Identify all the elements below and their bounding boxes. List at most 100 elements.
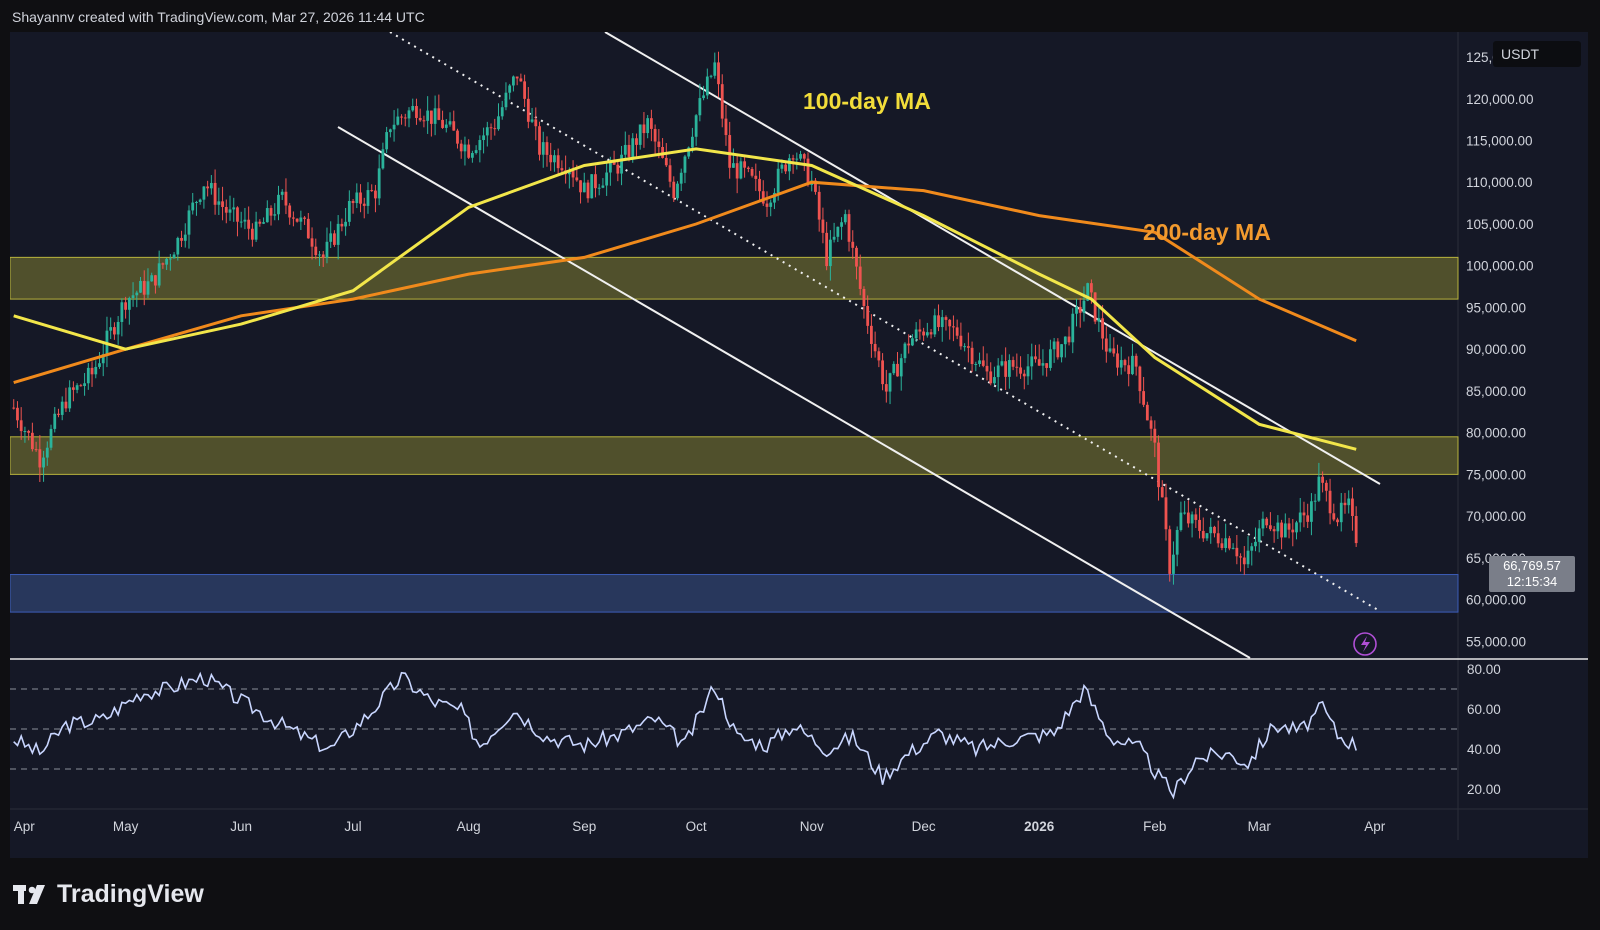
candle-body (139, 280, 142, 293)
candle-body (1291, 529, 1295, 533)
candle-body (866, 305, 870, 326)
candle-body (258, 221, 262, 224)
candle-body (1283, 523, 1287, 538)
candle-body (75, 385, 79, 390)
candle-body (605, 172, 609, 186)
candle-body (1250, 546, 1254, 551)
price-tick-label: 60,000.00 (1466, 593, 1526, 608)
candle-body (172, 254, 176, 259)
price-tick-label: 110,000.00 (1466, 175, 1533, 190)
candle-body (746, 167, 750, 169)
price-tick-label: 75,000.00 (1466, 467, 1526, 482)
candle-body (907, 343, 911, 346)
candle-body (1041, 363, 1045, 366)
candle-body (1231, 547, 1235, 549)
candle-body (396, 116, 400, 125)
lightning-icon-bolt (1361, 636, 1370, 652)
candle-body (623, 144, 627, 155)
candle-body (30, 432, 34, 450)
candle-body (631, 138, 635, 157)
candle-body (213, 182, 217, 205)
candle-body (1116, 353, 1119, 368)
candle-body (444, 124, 448, 128)
candle-body (545, 142, 549, 155)
candle-body (1224, 538, 1228, 548)
candle-body (635, 138, 638, 145)
candle-body (359, 192, 362, 204)
candle-body (42, 457, 45, 468)
support-resistance-zone (10, 436, 1459, 475)
candle-body (814, 180, 817, 192)
candle-body (888, 373, 892, 392)
candle-body (243, 219, 247, 222)
candle-body (966, 346, 970, 348)
candle-body (754, 175, 758, 179)
candle-body (1172, 554, 1175, 574)
candle-body (582, 182, 586, 193)
candle-body (86, 367, 90, 384)
candle-body (802, 154, 806, 159)
candle-body (228, 209, 232, 213)
candle-body (828, 239, 832, 267)
candle-body (68, 387, 72, 409)
time-tick-label: May (113, 819, 139, 834)
rsi-line (13, 671, 1357, 800)
candle-body (206, 186, 210, 189)
candle-body (191, 202, 195, 211)
candle-body (269, 208, 273, 216)
candle-body (851, 241, 855, 248)
candle-body (1082, 300, 1086, 313)
candle-body (154, 275, 157, 286)
candle-body (437, 108, 441, 120)
rsi-tick-label: 60.00 (1467, 702, 1501, 717)
candle-body (855, 247, 858, 267)
candle-body (996, 365, 1000, 378)
candle-body (1328, 490, 1332, 514)
candle-body (1097, 318, 1101, 322)
candle-body (1052, 341, 1056, 350)
candle-body (403, 117, 407, 119)
ma200-line (13, 180, 1357, 385)
candle-body (918, 329, 922, 332)
tradingview-brand[interactable]: TradingView (13, 880, 204, 909)
candle-body (1019, 367, 1022, 374)
candle-body (955, 327, 959, 336)
candle-body (567, 171, 571, 175)
candle-body (526, 98, 530, 122)
candle-body (366, 190, 370, 206)
candle-body (161, 263, 165, 265)
candle-body (202, 186, 206, 200)
candle-body (1321, 476, 1325, 483)
candle-body (1030, 356, 1034, 367)
candle-body (978, 360, 981, 364)
candle-body (832, 236, 836, 240)
candle-body (590, 174, 594, 199)
candle-body (1272, 529, 1276, 532)
candle-body (728, 135, 732, 168)
candle-body (1298, 512, 1302, 523)
candle-body (1123, 360, 1127, 366)
candle-body (1037, 359, 1041, 366)
candle-body (370, 190, 374, 192)
candle-body (385, 132, 389, 150)
candle-body (773, 192, 776, 203)
candle-body (1239, 556, 1242, 558)
candle-body (448, 121, 452, 125)
candle-body (1324, 482, 1328, 491)
currency-badge[interactable]: USDT (1493, 41, 1581, 67)
candle-body (821, 219, 825, 233)
candle-body (1131, 355, 1134, 375)
candle-body (1034, 356, 1037, 360)
channel-upper-line (604, 32, 1381, 485)
candle-body (1011, 360, 1015, 367)
candle-body (232, 207, 236, 210)
candle-body (303, 217, 306, 219)
candle-body (989, 371, 993, 384)
candle-body (426, 110, 430, 121)
candle-body (1295, 522, 1298, 533)
candle-body (400, 116, 403, 118)
candle-body (959, 335, 963, 347)
candle-body (769, 202, 773, 207)
